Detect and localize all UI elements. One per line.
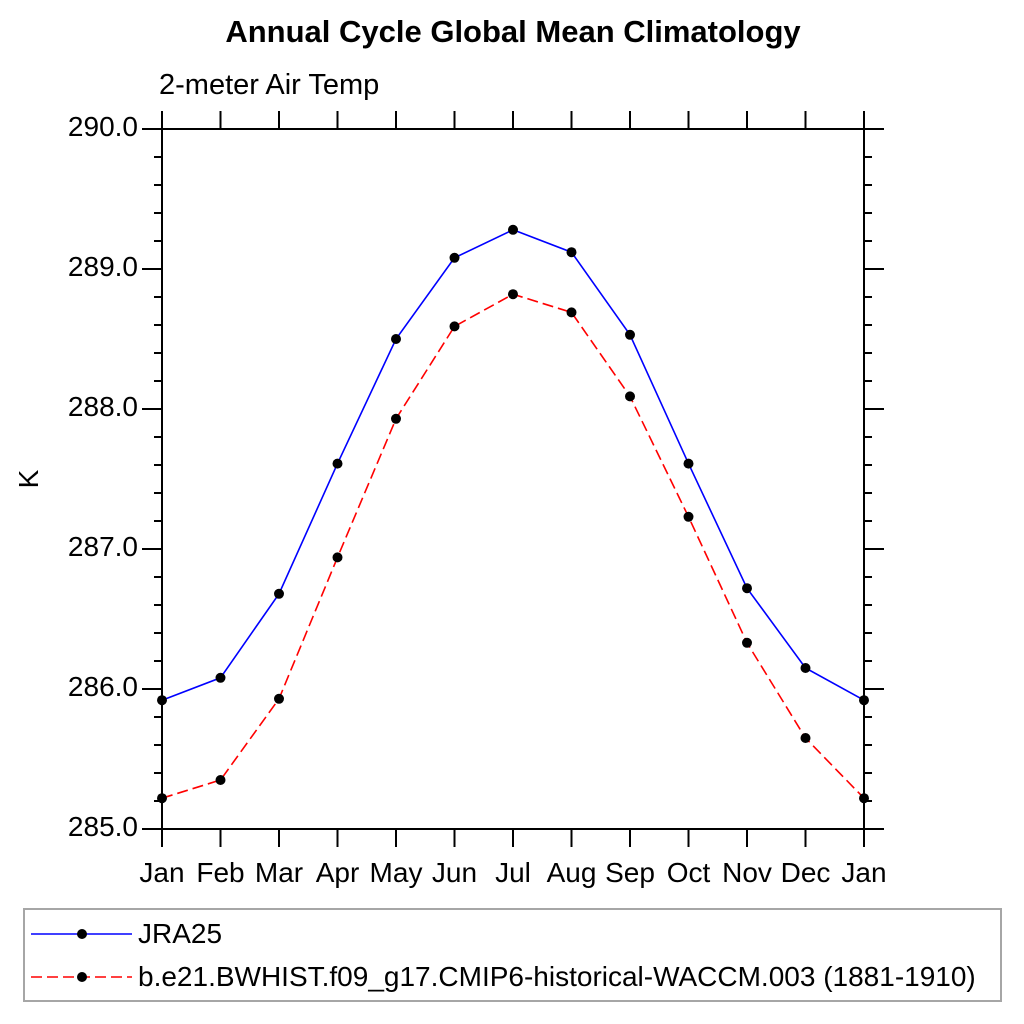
x-tick-label: May [370,857,423,888]
data-point [508,224,518,235]
x-tick-label: Feb [196,857,244,888]
data-point [215,672,226,683]
legend-sample-line-waccm [31,971,132,982]
data-point [742,583,752,594]
data-point [449,321,460,332]
x-tick-label: Mar [255,857,303,888]
data-point [859,793,869,804]
x-tick-label: Jan [841,857,886,888]
data-point [683,511,694,522]
data-point [683,458,694,469]
y-tick-label: 289.0 [68,251,138,282]
data-point [274,588,284,599]
x-tick-label: Jul [495,857,531,888]
legend-box: JRA25 b.e21.BWHIST.f09_g17.CMIP6-histori… [23,908,1002,1002]
data-point [508,289,518,300]
data-point [332,458,343,469]
legend-label-waccm: b.e21.BWHIST.f09_g17.CMIP6-historical-WA… [138,960,976,992]
x-tick-label: Dec [781,857,831,888]
x-tick-label: Jan [139,857,184,888]
legend-item-jra25: JRA25 [28,912,1000,955]
chart-subtitle: 2-meter Air Temp [159,69,380,101]
data-point [332,552,343,563]
data-point [391,334,401,344]
data-point [391,413,401,424]
y-tick-label: 285.0 [68,811,138,842]
x-tick-label: Jun [432,857,477,888]
x-tick-label: Apr [316,857,360,888]
data-point [566,307,577,318]
y-tick-label: 290.0 [68,111,138,142]
x-tick-label: Sep [605,857,655,888]
data-point [215,775,226,785]
data-point [566,247,577,258]
data-point [742,637,752,648]
y-tick-label: 287.0 [68,531,138,562]
x-tick-label: Oct [667,857,711,888]
series-line-0 [161,228,865,701]
data-point [157,695,167,706]
legend-sample-line-jra25 [31,928,132,939]
data-point [449,252,460,263]
chart-title: Annual Cycle Global Mean Climatology [225,14,801,49]
legend-label-jra25: JRA25 [138,917,223,949]
y-tick-label: 286.0 [68,671,138,702]
data-point [625,329,635,340]
data-point [800,663,811,673]
series-line-1 [161,293,865,799]
data-point [625,391,635,402]
x-tick-label: Aug [547,857,597,888]
data-point [800,733,811,743]
data-point [859,695,869,706]
data-point [157,793,167,804]
x-tick-label: Nov [722,857,772,888]
y-tick-label: 288.0 [68,391,138,422]
legend-item-waccm: b.e21.BWHIST.f09_g17.CMIP6-historical-WA… [28,955,1000,998]
data-point [274,693,284,704]
